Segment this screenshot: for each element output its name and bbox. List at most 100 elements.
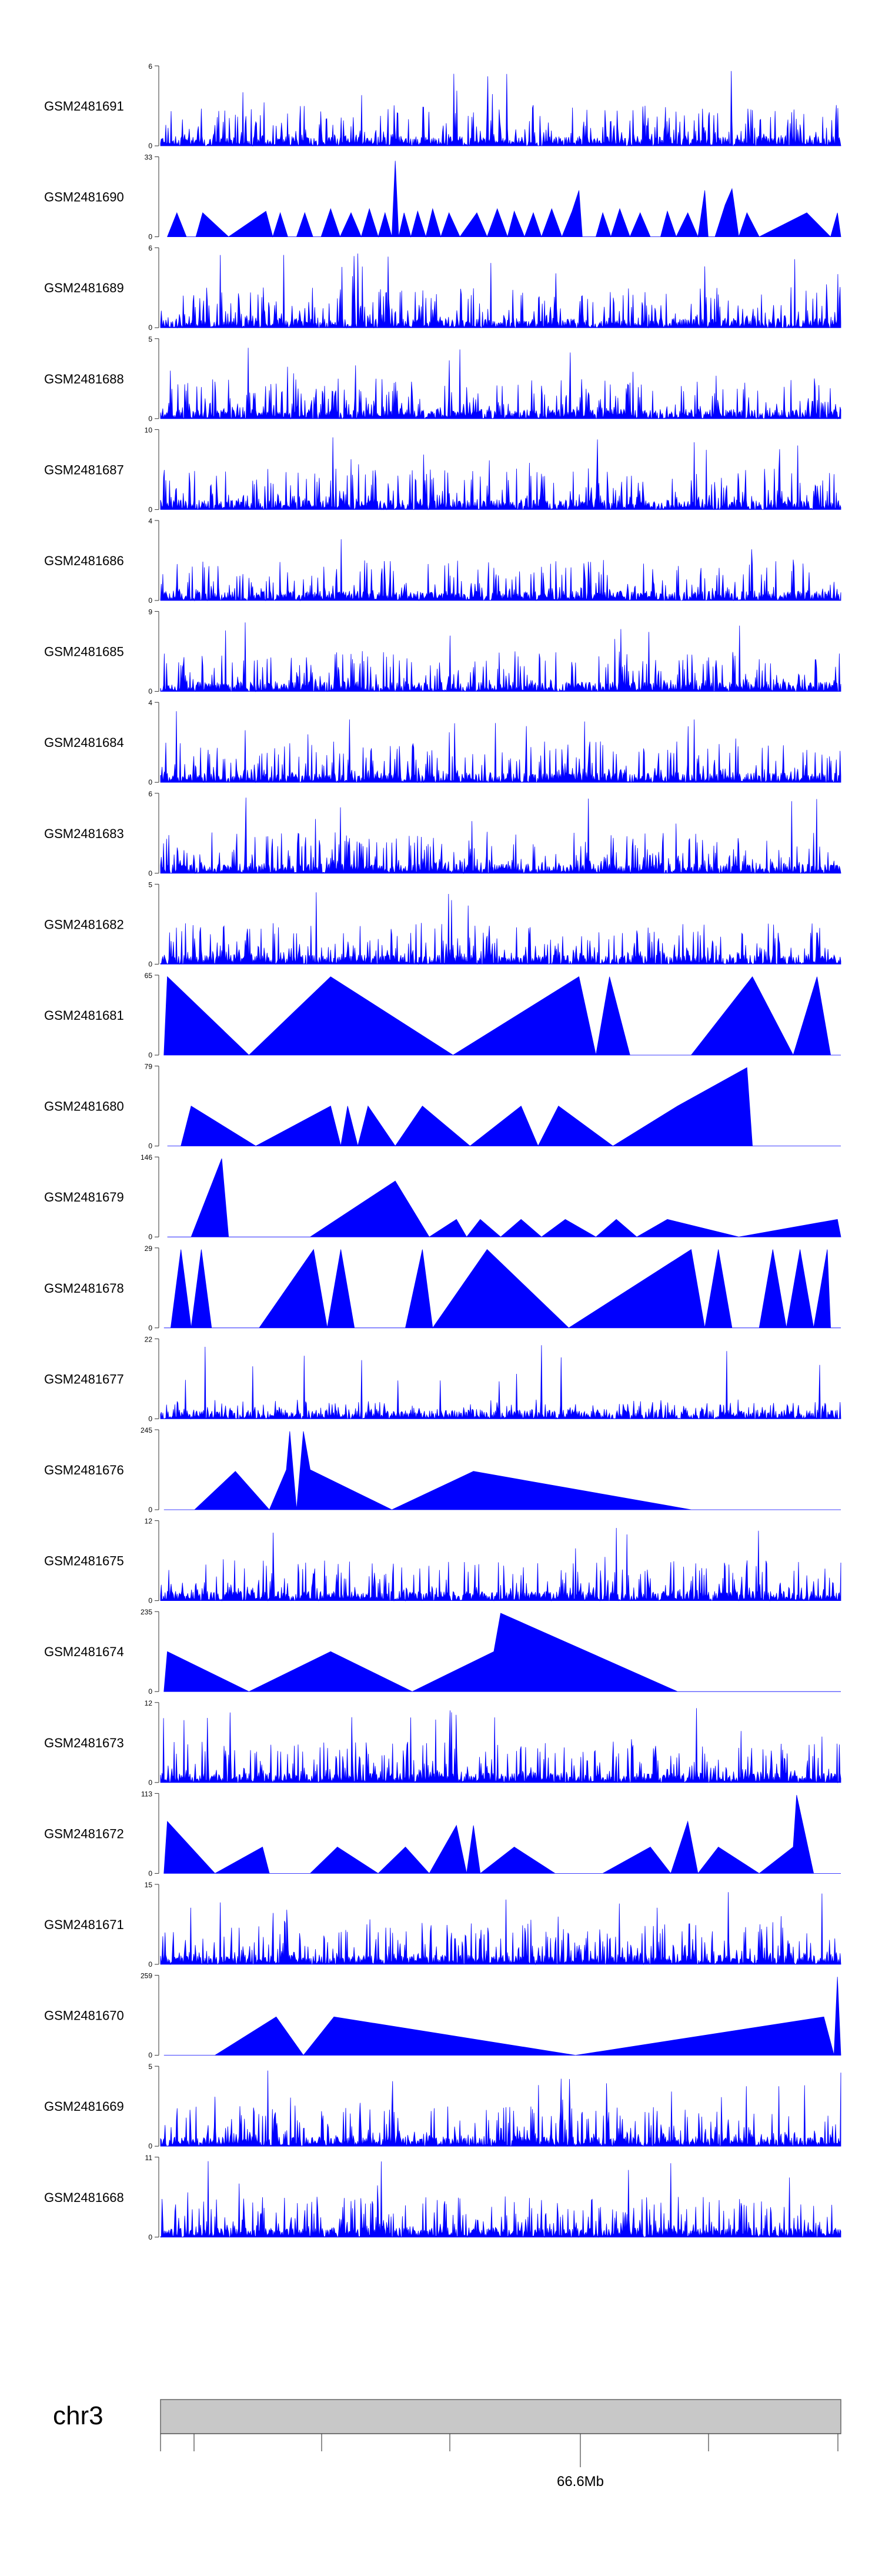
y-axis-min-label: 0 [148,2051,152,2060]
track-GSM2481679: GSM2481679 146 0 [44,1153,841,1241]
signal-area [160,71,841,147]
y-axis-max-label: 79 [145,1063,153,1071]
track-label: GSM2481670 [44,2008,124,2023]
y-axis-max-label: 113 [141,1790,152,1798]
y-axis-max-label: 259 [141,1972,152,1980]
y-axis-max-label: 245 [141,1426,152,1434]
y-axis-max-label: 235 [141,1608,152,1616]
y-axis-min-label: 0 [148,2233,152,2241]
signal-area [160,711,841,783]
track-label: GSM2481676 [44,1463,124,1477]
y-axis-min-label: 0 [148,688,152,696]
track-label: GSM2481686 [44,553,124,568]
signal-area [163,1249,841,1329]
y-axis-min-label: 0 [148,1506,152,1514]
y-axis-max-label: 4 [148,699,152,707]
track-GSM2481689: GSM2481689 6 0 [44,244,841,332]
y-axis-min-label: 0 [148,1324,152,1332]
y-axis-max-label: 6 [148,62,152,71]
signal-area [163,1613,841,1692]
y-axis-max-label: 6 [148,244,152,252]
track-GSM2481691: GSM2481691 6 0 [44,62,841,150]
y-axis-min-label: 0 [148,2142,152,2150]
signal-area [160,1345,841,1420]
track-label: GSM2481679 [44,1190,124,1204]
genome-axis-ticks [160,2434,838,2467]
track-label: GSM2481668 [44,2190,124,2205]
y-axis-max-label: 12 [145,1699,153,1707]
track-GSM2481688: GSM2481688 5 0 [44,335,841,423]
y-axis-max-label: 11 [145,2154,153,2162]
track-GSM2481677: GSM2481677 22 0 [44,1335,841,1423]
y-axis-min-label: 0 [148,1687,152,1696]
y-axis-min-label: 0 [148,778,152,786]
y-axis-min-label: 0 [148,596,152,605]
track-GSM2481683: GSM2481683 6 0 [44,790,841,877]
track-label: GSM2481675 [44,1554,124,1569]
signal-area [160,892,841,965]
y-axis-max-label: 29 [145,1244,153,1253]
y-axis-min-label: 0 [148,1869,152,1877]
track-GSM2481673: GSM2481673 12 0 [44,1699,841,1787]
track-label: GSM2481684 [44,735,124,750]
track-GSM2481681: GSM2481681 65 0 [44,972,841,1059]
signal-area [160,1708,841,1784]
track-label: GSM2481690 [44,190,124,205]
y-axis-max-label: 146 [141,1153,152,1162]
tracks-layer: GSM248169160GSM2481690330GSM248168960GSM… [44,62,841,2241]
track-label: GSM2481687 [44,462,124,477]
track-label: GSM2481682 [44,917,124,932]
track-label: GSM2481683 [44,826,124,841]
signal-area [163,1431,841,1510]
track-label: GSM2481681 [44,1008,124,1023]
y-axis-min-label: 0 [148,1778,152,1787]
track-GSM2481684: GSM2481684 4 0 [44,699,841,786]
signal-area [160,348,841,420]
y-axis-min-label: 0 [148,1960,152,1968]
track-GSM2481686: GSM2481686 4 0 [44,517,841,605]
y-axis-min-label: 0 [148,960,152,968]
track-GSM2481668: GSM2481668 11 0 [44,2154,841,2241]
track-GSM2481682: GSM2481682 5 0 [44,880,841,968]
y-axis-min-label: 0 [148,415,152,423]
track-GSM2481685: GSM2481685 9 0 [44,608,841,696]
y-axis-max-label: 9 [148,608,152,616]
track-label: GSM2481677 [44,1372,124,1386]
signal-area [160,1892,841,1966]
y-axis-min-label: 0 [148,1142,152,1150]
y-axis-min-label: 0 [148,142,152,150]
track-label: GSM2481689 [44,281,124,295]
signal-area [160,2070,841,2147]
y-axis-max-label: 5 [148,335,152,343]
y-axis-min-label: 0 [148,1051,152,1059]
signal-area [167,1067,841,1147]
y-axis-min-label: 0 [148,233,152,241]
y-axis-max-label: 6 [148,790,152,798]
y-axis-max-label: 22 [145,1335,153,1343]
chromosome-ideogram: chr3 66.6Mb [53,2399,841,2490]
track-label: GSM2481671 [44,1917,124,1932]
y-axis-max-label: 4 [148,517,152,525]
track-label: GSM2481688 [44,372,124,386]
signal-area [163,976,841,1056]
signal-area [160,253,841,329]
signal-area [160,798,841,875]
y-axis-min-label: 0 [148,1414,152,1423]
y-axis-max-label: 10 [145,426,153,434]
y-axis-min-label: 0 [148,1597,152,1605]
signal-area [163,1795,841,1874]
track-label: GSM2481691 [44,99,124,114]
track-label: GSM2481680 [44,1099,124,1114]
track-label: GSM2481674 [44,1644,124,1659]
y-axis-max-label: 5 [148,880,152,889]
track-GSM2481676: GSM2481676 245 0 [44,1426,841,1514]
track-label: GSM2481685 [44,645,124,659]
y-axis-min-label: 0 [148,869,152,877]
y-axis-min-label: 0 [148,1233,152,1241]
y-axis-min-label: 0 [148,505,152,513]
chromosome-label: chr3 [53,2401,103,2430]
y-axis-max-label: 5 [148,2063,152,2071]
track-GSM2481678: GSM2481678 29 0 [44,1244,841,1332]
y-axis-min-label: 0 [148,323,152,332]
